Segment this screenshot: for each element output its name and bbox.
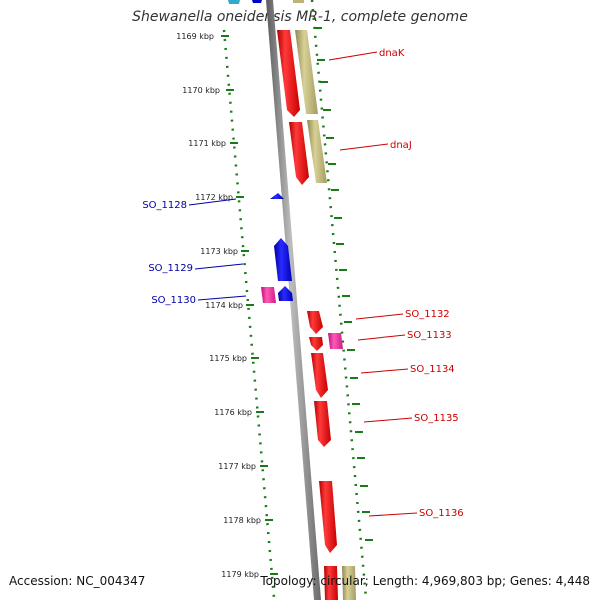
inner-tick-ring [222, 29, 276, 599]
gene-dnaK-partner [295, 30, 318, 114]
feature-top-blue [252, 0, 262, 3]
gene-dnaK [277, 30, 300, 117]
gene-label-SO_1129: SO_1129 [148, 263, 193, 274]
map-title: Shewanella oneidensis MR-1, complete gen… [132, 9, 468, 25]
gene-label-SO_1130: SO_1130 [151, 295, 196, 306]
tick-label-1173: 1173 kbp [200, 247, 238, 256]
tick-label-1177: 1177 kbp [218, 462, 256, 471]
accession-text: Accession: NC_004347 [9, 574, 146, 588]
gene-SO_1133-rna [328, 333, 343, 349]
gene-label-SO_1133: SO_1133 [407, 330, 452, 341]
gene-label-SO_1134: SO_1134 [410, 364, 455, 375]
tick-label-1172: 1172 kbp [195, 193, 233, 202]
tick-label-1169: 1169 kbp [176, 32, 214, 41]
gene-dnaJ-partner [307, 120, 327, 183]
gene-SO_1135 [314, 401, 331, 447]
genome-backbone [266, 0, 321, 600]
leader-SO_1136 [368, 512, 418, 517]
gene-label-SO_1135: SO_1135 [414, 413, 459, 424]
topology-text: Topology: circular; Length: 4,969,803 bp… [260, 574, 590, 588]
gene-label-SO_1132: SO_1132 [405, 309, 450, 320]
leader-SO_1134 [360, 368, 409, 374]
leader-SO_1130 [197, 295, 247, 301]
tick-label-1178: 1178 kbp [223, 516, 261, 525]
gene-SO_1128 [270, 193, 284, 199]
feature-top-tan [293, 0, 304, 3]
feature-top-cyan [228, 0, 240, 4]
feature-bottom-red [324, 566, 338, 600]
gene-SO_1130 [261, 287, 276, 303]
leader-SO_1135 [363, 417, 413, 423]
leader-SO_1132 [355, 313, 404, 320]
tick-label-1171: 1171 kbp [188, 139, 226, 148]
gene-SO_1129-small [278, 286, 293, 301]
gene-label-dnaJ: dnaJ [390, 140, 412, 151]
tick-label-1176: 1176 kbp [214, 408, 252, 417]
feature-bottom-tan [342, 566, 356, 600]
outer-tick-ring [310, 0, 368, 599]
gene-SO_1132 [307, 311, 323, 334]
leader-SO_1133 [357, 334, 406, 341]
leader-SO_1129 [194, 263, 244, 270]
tick-label-1170: 1170 kbp [182, 86, 220, 95]
tick-label-1174: 1174 kbp [205, 301, 243, 310]
leader-SO_1128 [188, 198, 237, 206]
gene-label-SO_1128: SO_1128 [142, 200, 187, 211]
gene-SO_1133 [309, 337, 323, 351]
gene-SO_1134 [311, 353, 328, 398]
gene-label-dnaK: dnaK [379, 48, 405, 59]
gene-dnaJ [289, 122, 309, 185]
tick-label-1175: 1175 kbp [209, 354, 247, 363]
tick-label-1179: 1179 kbp [221, 570, 259, 579]
gene-SO_1129 [274, 238, 292, 281]
leader-dnaJ [339, 143, 389, 151]
leader-dnaK [328, 51, 378, 61]
gene-SO_1136 [319, 481, 337, 553]
gene-label-SO_1136: SO_1136 [419, 508, 464, 519]
